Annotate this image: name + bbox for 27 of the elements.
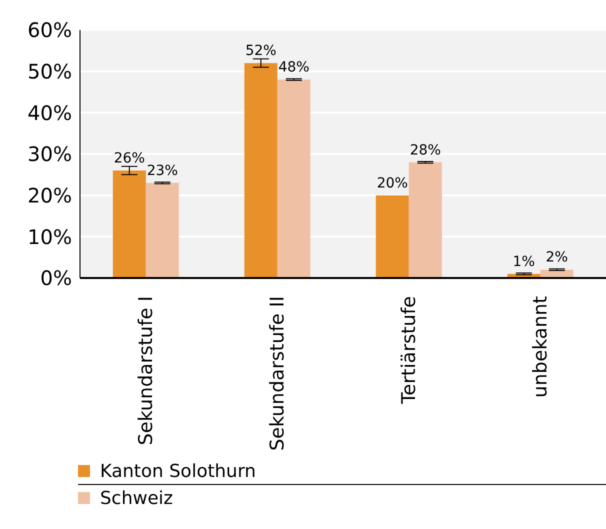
x-tick-label: Sekundarstufe I <box>134 296 157 446</box>
y-tick-label: 30% <box>28 142 72 166</box>
data-label: 1% <box>512 254 535 270</box>
data-label: 23% <box>146 162 178 179</box>
legend-label: Schweiz <box>100 488 173 508</box>
x-tick-label: unbekannt <box>529 296 552 398</box>
bar <box>277 80 310 278</box>
bar <box>112 170 146 278</box>
legend-label: Kanton Solothurn <box>100 460 256 482</box>
bar <box>146 182 179 278</box>
y-tick-label: 10% <box>28 224 72 249</box>
x-tick-label: Tertiärstufe <box>398 296 420 405</box>
y-tick-label: 20% <box>28 183 72 208</box>
data-label: 2% <box>546 250 568 266</box>
bar <box>408 162 442 278</box>
y-tick-label: 40% <box>28 100 72 125</box>
bar <box>244 63 278 278</box>
y-tick-label: 60% <box>28 18 72 42</box>
data-label: 28% <box>410 142 441 158</box>
bar <box>376 195 409 278</box>
x-tick-label: Sekundarstufe II <box>266 296 288 451</box>
y-tick-label: 0% <box>40 266 72 290</box>
data-label: 26% <box>114 150 145 167</box>
data-label: 20% <box>376 175 408 192</box>
data-label: 52% <box>245 43 276 60</box>
data-label: 48% <box>278 60 310 76</box>
y-tick-label: 50% <box>28 59 72 84</box>
